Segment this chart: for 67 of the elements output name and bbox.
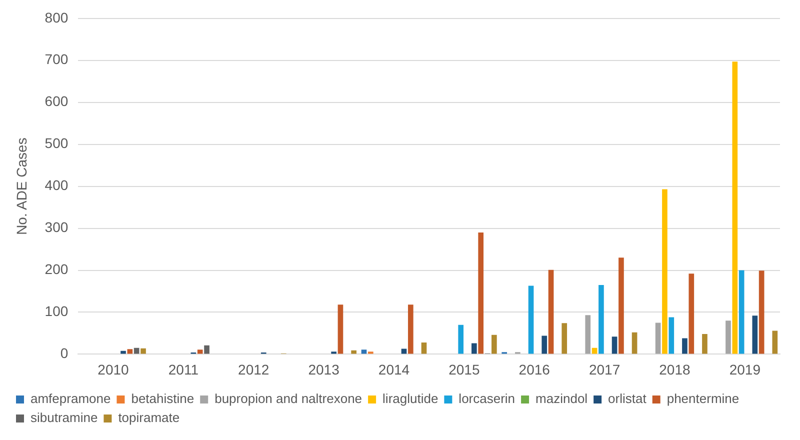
- legend-label: mazindol: [536, 391, 588, 406]
- bar: [772, 330, 778, 354]
- legend-label: orlistat: [608, 391, 647, 406]
- legend-label: lorcaserin: [458, 391, 516, 406]
- bar: [726, 320, 731, 354]
- bar: [752, 316, 758, 354]
- bar: [758, 270, 764, 354]
- bar: [120, 350, 126, 354]
- y-tick-label: 300: [44, 219, 68, 236]
- bar: [668, 317, 674, 354]
- bar: [472, 343, 477, 354]
- legend-label: phentermine: [666, 391, 740, 406]
- bar: [682, 338, 688, 354]
- bar: [127, 349, 133, 354]
- bar: [478, 232, 484, 354]
- y-tick-label: 700: [44, 51, 68, 68]
- bar: [492, 334, 497, 354]
- bar: [618, 258, 624, 354]
- bar: [204, 345, 210, 354]
- x-tick-label: 2014: [378, 361, 410, 378]
- y-tick-label: 0: [60, 345, 68, 362]
- bar: [421, 342, 427, 354]
- x-tick-label: 2013: [308, 361, 340, 378]
- y-tick-label: 600: [44, 93, 68, 110]
- y-axis-title: No. ADE Cases: [13, 138, 30, 235]
- x-tick-label: 2010: [98, 361, 130, 378]
- bar: [612, 336, 618, 354]
- x-tick-label: 2011: [168, 361, 199, 378]
- x-tick-label: 2019: [729, 361, 761, 378]
- x-tick-label: 2017: [588, 361, 620, 378]
- bar: [361, 350, 367, 354]
- bar: [688, 274, 694, 354]
- bar: [738, 270, 744, 354]
- x-tick-label: 2018: [659, 361, 691, 378]
- y-tick-label: 100: [44, 303, 68, 320]
- bar: [351, 350, 356, 354]
- bar: [548, 270, 554, 354]
- bar: [662, 189, 668, 354]
- y-tick-label: 400: [44, 177, 68, 194]
- bar: [401, 348, 407, 354]
- x-tick-label: 2016: [518, 361, 550, 378]
- bar: [702, 334, 708, 354]
- bar: [528, 286, 534, 354]
- legend-label: topiramate: [118, 410, 180, 426]
- y-tick-label: 800: [44, 9, 68, 26]
- bar: [585, 315, 591, 354]
- bar: [655, 322, 661, 354]
- bar: [458, 324, 464, 354]
- legend-label: betahistine: [131, 391, 194, 406]
- bar: [562, 323, 568, 354]
- bar: [197, 350, 203, 354]
- legend-label: liraglutide: [382, 391, 438, 406]
- bar: [408, 304, 414, 354]
- bar: [134, 348, 140, 354]
- legend-label: amfepramone: [30, 391, 111, 406]
- y-tick-label: 500: [44, 135, 68, 152]
- x-tick-label: 2012: [238, 361, 270, 378]
- x-tick-label: 2015: [448, 361, 480, 378]
- legend-label: bupropion and naltrexone: [214, 391, 362, 406]
- y-tick-label: 200: [44, 261, 68, 278]
- bar: [338, 304, 344, 354]
- bar: [542, 336, 548, 354]
- bar: [632, 332, 638, 354]
- bar: [732, 62, 738, 354]
- legend-label: sibutramine: [30, 410, 98, 426]
- bar: [140, 348, 146, 354]
- bar: [598, 284, 604, 354]
